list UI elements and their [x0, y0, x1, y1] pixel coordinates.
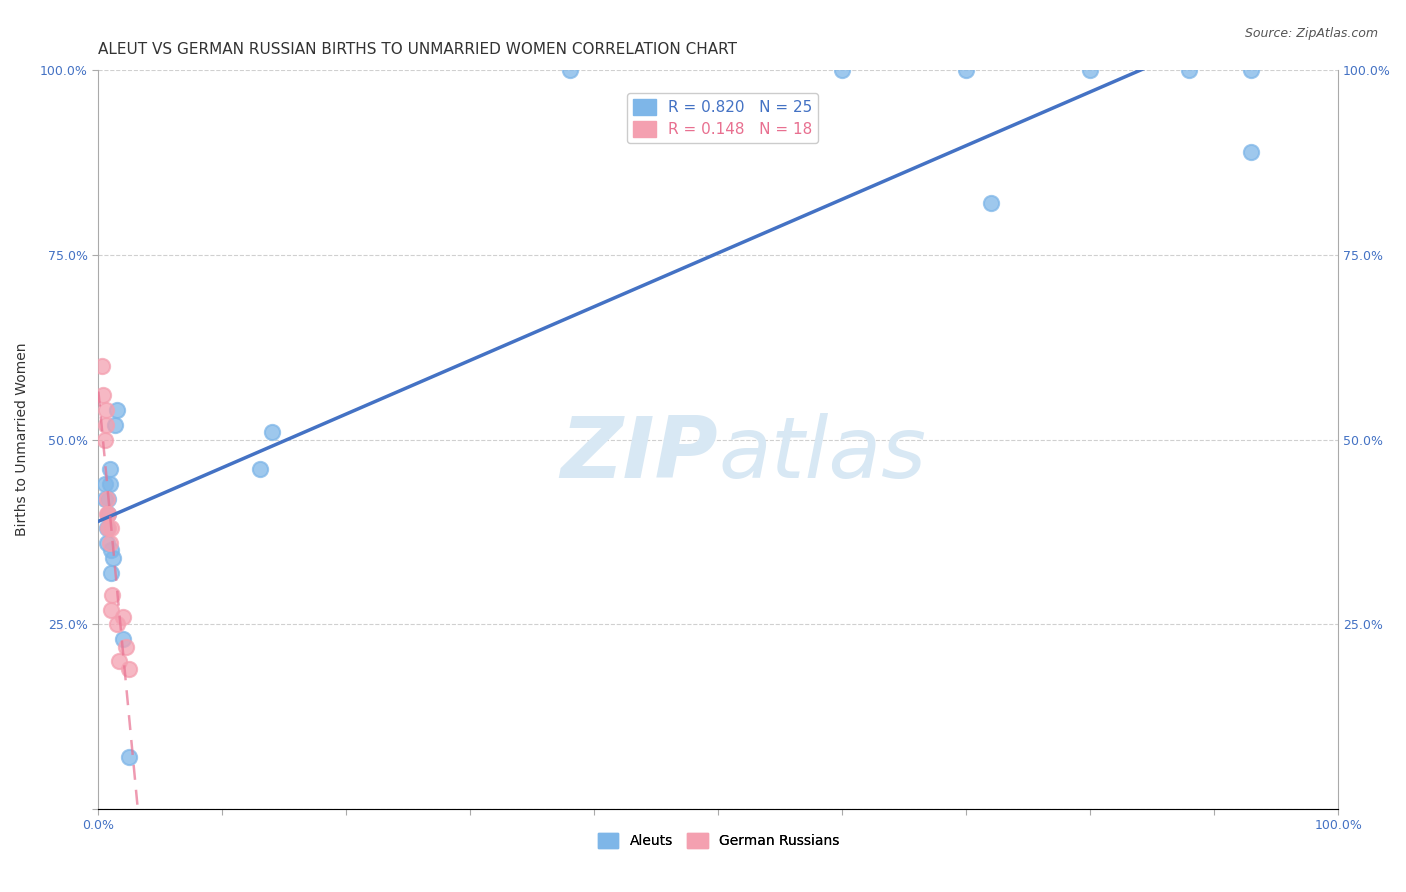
Point — [93, 477, 115, 491]
Point — [96, 521, 118, 535]
Point — [94, 403, 117, 417]
Point — [98, 536, 121, 550]
Point — [831, 63, 853, 78]
Point — [249, 462, 271, 476]
Point — [1240, 145, 1263, 159]
Point — [96, 491, 118, 506]
Point — [94, 417, 117, 432]
Point — [114, 640, 136, 654]
Point — [100, 521, 122, 535]
Point — [98, 462, 121, 476]
Y-axis label: Births to Unmarried Women: Births to Unmarried Women — [15, 343, 30, 536]
Point — [97, 521, 120, 535]
Text: Source: ZipAtlas.com: Source: ZipAtlas.com — [1244, 27, 1378, 40]
Point — [100, 543, 122, 558]
Point — [101, 588, 124, 602]
Point — [118, 662, 141, 676]
Point — [100, 566, 122, 580]
Point — [108, 654, 131, 668]
Point — [1178, 63, 1201, 78]
Point — [103, 417, 125, 432]
Point — [1240, 63, 1263, 78]
Point — [97, 491, 120, 506]
Point — [980, 196, 1002, 211]
Point — [93, 388, 115, 402]
Point — [96, 507, 118, 521]
Point — [103, 550, 125, 565]
Point — [955, 63, 977, 78]
Point — [1078, 63, 1101, 78]
Point — [100, 602, 122, 616]
Point — [260, 425, 283, 440]
Point — [558, 63, 581, 78]
Point — [105, 617, 128, 632]
Point — [105, 403, 128, 417]
Point — [93, 491, 115, 506]
Text: ZIP: ZIP — [561, 413, 718, 496]
Point — [98, 477, 121, 491]
Text: atlas: atlas — [718, 413, 927, 496]
Point — [118, 750, 141, 764]
Point — [93, 433, 115, 447]
Text: ALEUT VS GERMAN RUSSIAN BIRTHS TO UNMARRIED WOMEN CORRELATION CHART: ALEUT VS GERMAN RUSSIAN BIRTHS TO UNMARR… — [98, 42, 737, 57]
Point — [112, 632, 135, 646]
Point — [96, 536, 118, 550]
Point — [97, 507, 120, 521]
Point — [91, 359, 114, 373]
Point — [112, 610, 135, 624]
Legend: Aleuts, German Russians: Aleuts, German Russians — [592, 828, 845, 854]
Point — [97, 507, 120, 521]
